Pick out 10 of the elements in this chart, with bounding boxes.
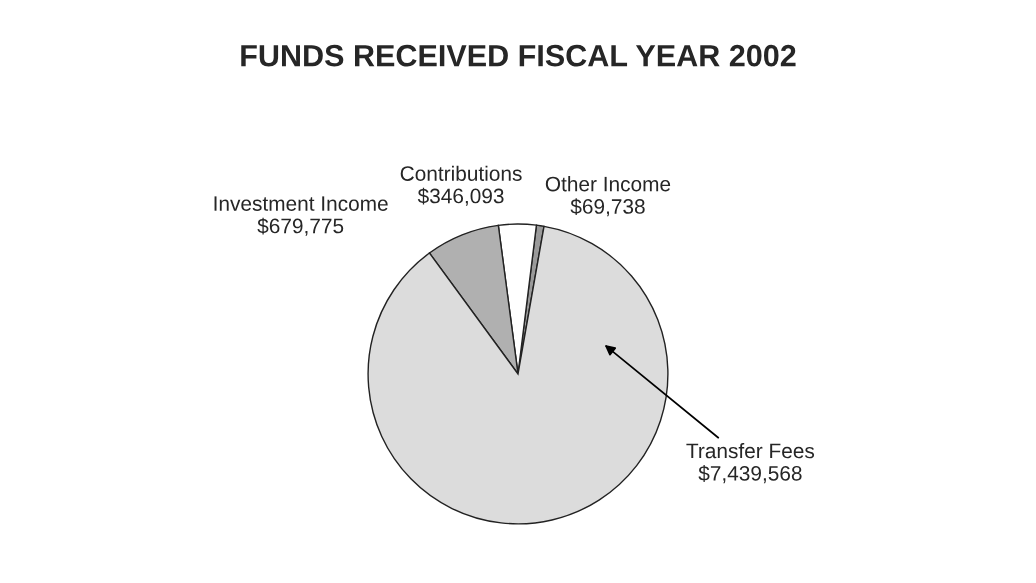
slice-label: Transfer Fees xyxy=(686,442,815,459)
slice-label: Contributions xyxy=(400,165,522,181)
pie-slice xyxy=(367,225,669,525)
data-label: $69,738 xyxy=(570,198,645,217)
data-label: $346,093 xyxy=(417,187,504,206)
chart-title: FUNDS RECEIVED FISCAL YEAR 2002 xyxy=(241,44,796,67)
slice-label: Other Income xyxy=(545,176,671,192)
data-label: $679,775 xyxy=(257,217,344,236)
data-label: $7,439,568 xyxy=(698,465,802,484)
slice-label: Investment Income xyxy=(214,196,388,211)
